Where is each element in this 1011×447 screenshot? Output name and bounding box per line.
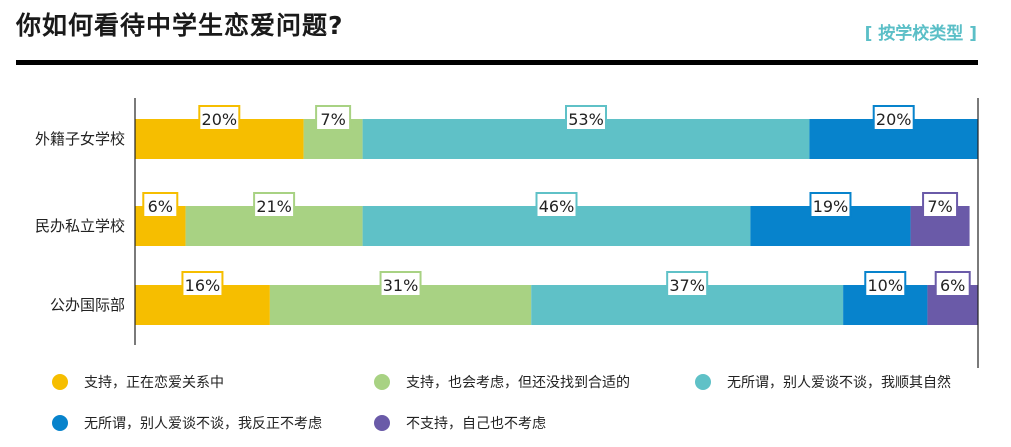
data-label: 31% [383, 276, 419, 295]
data-label-box [315, 105, 352, 131]
legend-label: 无所谓，别人爱谈不谈，我顺其自然 [727, 375, 951, 391]
data-label-box [809, 192, 852, 218]
data-label-box [666, 271, 709, 297]
data-label: 46% [539, 197, 575, 216]
data-label: 20% [202, 110, 238, 129]
data-label: 19% [813, 197, 849, 216]
data-label: 6% [148, 197, 173, 216]
bars-layer [135, 119, 978, 325]
legend-item: 不支持，自己也不考虑 [374, 413, 546, 433]
data-label-box [142, 192, 179, 218]
data-label: 53% [568, 110, 604, 129]
data-label: 7% [927, 197, 952, 216]
data-label-box [872, 105, 915, 131]
data-label: 7% [320, 110, 345, 129]
legend-item: 无所谓，别人爱谈不谈，我反正不考虑 [52, 413, 322, 433]
data-label-box [565, 105, 608, 131]
data-label-box [934, 271, 971, 297]
legend-item: 无所谓，别人爱谈不谈，我顺其自然 [695, 372, 951, 392]
category-label: 民办私立学校 [35, 217, 125, 235]
labels-layer: 20% 7% 53% 20% 6% 21% 46% 19% 7% 16% 31% 37% 10% 6% [142, 105, 971, 297]
data-label-box [864, 271, 907, 297]
legend-label: 支持，也会考虑，但还没找到合适的 [406, 375, 630, 391]
legend-swatch [52, 374, 68, 390]
data-label-box [535, 192, 578, 218]
data-label: 37% [669, 276, 705, 295]
data-label-box [379, 271, 422, 297]
grouping-tag: [ 按学校类型 ] [864, 24, 977, 44]
data-label: 20% [876, 110, 912, 129]
legend-swatch [374, 374, 390, 390]
legend-item: 支持，正在恋爱关系中 [52, 372, 224, 392]
category-label: 公办国际部 [50, 296, 125, 314]
legend-swatch [374, 415, 390, 431]
data-label-box [922, 192, 959, 218]
data-label: 6% [940, 276, 965, 295]
legend-label: 支持，正在恋爱关系中 [84, 375, 224, 391]
legend-swatch [695, 374, 711, 390]
data-label-box [198, 105, 241, 131]
data-label: 10% [867, 276, 903, 295]
legend-item: 支持，也会考虑，但还没找到合适的 [374, 372, 630, 392]
data-label: 16% [185, 276, 221, 295]
data-label-box [253, 192, 296, 218]
legend-label: 无所谓，别人爱谈不谈，我反正不考虑 [84, 416, 322, 432]
legend-swatch [52, 415, 68, 431]
legend-label: 不支持，自己也不考虑 [406, 416, 546, 432]
category-label: 外籍子女学校 [35, 130, 125, 148]
chart-title: 你如何看待中学生恋爱问题? [16, 11, 344, 40]
data-label: 21% [256, 197, 292, 216]
data-label-box [181, 271, 224, 297]
title-divider [16, 60, 978, 65]
